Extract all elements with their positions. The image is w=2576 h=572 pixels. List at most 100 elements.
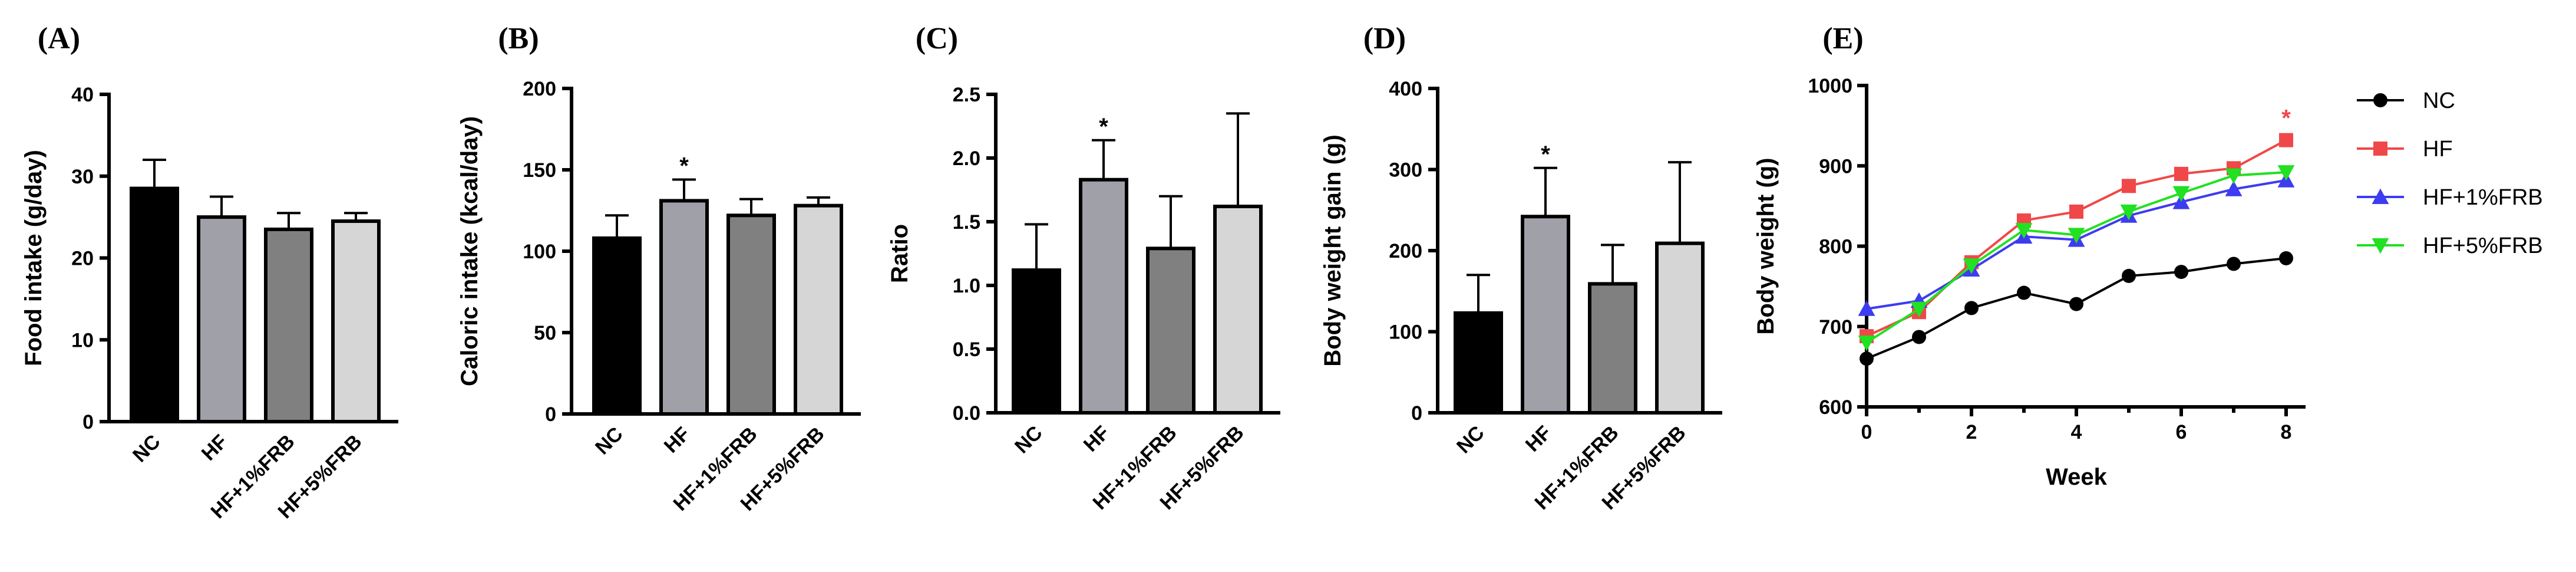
significance-star: * bbox=[2281, 106, 2291, 132]
y-axis-title: Body weight (g) bbox=[1753, 158, 1779, 335]
panel-c-ratio: (C)0.00.51.01.52.02.5RatioNC*HFHF+1%FRBH… bbox=[887, 22, 1280, 514]
y-axis-title: Ratio bbox=[887, 224, 913, 283]
bar-hf-1-frb bbox=[1588, 282, 1637, 415]
y-tick-label: 2.0 bbox=[953, 147, 980, 170]
bar-hf-5-frb bbox=[331, 219, 381, 423]
bar-hf-1-frb bbox=[264, 227, 313, 423]
category-label: NC bbox=[1010, 422, 1047, 458]
category-label: HF bbox=[1079, 422, 1114, 456]
marker-circle bbox=[1860, 351, 1874, 366]
marker-triangle-down bbox=[1910, 301, 1928, 318]
legend-label: HF bbox=[2423, 137, 2453, 162]
bar-hf bbox=[1079, 177, 1128, 415]
bar-hf-5-frb bbox=[1213, 205, 1263, 415]
x-tick-label: 6 bbox=[2176, 421, 2187, 443]
legend-item: HF+5%FRB bbox=[2357, 234, 2543, 258]
legend: NC HF HF+1%FRB HF+5%FRB bbox=[2357, 88, 2543, 258]
panel-label: (B) bbox=[498, 22, 539, 55]
y-tick-label: 800 bbox=[1819, 236, 1852, 258]
category-label: NC bbox=[591, 423, 628, 459]
y-tick-label: 0 bbox=[82, 411, 94, 433]
legend-label: NC bbox=[2423, 88, 2455, 113]
bar-hf bbox=[1521, 215, 1570, 415]
y-tick-label: 600 bbox=[1819, 396, 1852, 419]
marker-circle bbox=[2279, 251, 2293, 265]
category-label: NC bbox=[1452, 422, 1489, 458]
significance-star: * bbox=[679, 153, 689, 179]
bar-nc bbox=[1454, 311, 1503, 415]
marker-circle bbox=[1964, 301, 1979, 315]
bar-hf-1-frb bbox=[1146, 246, 1195, 415]
marker-triangle-down bbox=[2172, 186, 2190, 202]
marker-triangle-down bbox=[1963, 258, 1980, 274]
series-line bbox=[1865, 171, 2287, 344]
marker-square bbox=[2122, 179, 2136, 193]
y-tick-label: 1.5 bbox=[953, 211, 980, 234]
legend-label: HF+5%FRB bbox=[2423, 234, 2543, 258]
bar-hf-1-frb bbox=[726, 213, 776, 416]
legend-label: HF+1%FRB bbox=[2423, 185, 2543, 210]
series-nc bbox=[1860, 251, 2293, 366]
marker-circle bbox=[2069, 297, 2083, 311]
panel-label: (A) bbox=[38, 22, 80, 55]
panel-label: (C) bbox=[916, 22, 958, 55]
x-tick-label: 0 bbox=[1861, 421, 1872, 443]
series-hf-5-frb bbox=[1858, 165, 2295, 351]
legend-item: NC bbox=[2357, 88, 2455, 113]
y-tick-label: 100 bbox=[1389, 321, 1422, 344]
y-tick-label: 150 bbox=[523, 159, 556, 182]
bar-hf bbox=[197, 215, 246, 423]
series-hf-1-frb bbox=[1858, 172, 2295, 316]
y-tick-label: 300 bbox=[1389, 159, 1422, 182]
x-tick-label: 8 bbox=[2281, 421, 2292, 443]
y-tick-label: 700 bbox=[1819, 316, 1852, 338]
x-tick-label: 2 bbox=[1966, 421, 1977, 443]
y-tick-label: 200 bbox=[1389, 240, 1422, 262]
marker-triangle-up bbox=[2372, 188, 2389, 204]
marker-triangle-down bbox=[2225, 168, 2243, 184]
y-tick-label: 20 bbox=[71, 248, 94, 270]
marker-circle bbox=[2122, 268, 2136, 283]
y-tick-label: 100 bbox=[523, 241, 556, 263]
marker-circle bbox=[1912, 330, 1926, 344]
bar-nc bbox=[592, 236, 642, 416]
category-label: HF bbox=[1521, 422, 1556, 456]
y-tick-label: 10 bbox=[71, 329, 94, 351]
category-label: NC bbox=[128, 430, 165, 467]
y-axis-title: Food intake (g/day) bbox=[21, 150, 47, 366]
panel-b-caloric-intake: (B) 0 50 100 150 200 Caloric intake (kcal/day)… bbox=[457, 22, 861, 515]
marker-triangle-up bbox=[1858, 300, 1875, 316]
category-label: HF bbox=[197, 430, 232, 465]
panel-e-body-weight: (E) 600 700 800 900 1000 0 2 4 6 8 Week Body weight … bbox=[1753, 22, 2543, 490]
bar-hf bbox=[659, 199, 709, 416]
y-tick-label: 2.5 bbox=[953, 84, 980, 106]
legend-item: HF bbox=[2357, 137, 2453, 162]
marker-triangle-down bbox=[1858, 336, 1875, 351]
category-label: HF bbox=[660, 423, 695, 458]
bar-nc bbox=[1012, 268, 1061, 415]
y-axis-title: Body weight gain (g) bbox=[1320, 134, 1346, 366]
y-tick-label: 0 bbox=[1411, 402, 1422, 425]
marker-triangle-down bbox=[2372, 238, 2389, 254]
marker-triangle-down bbox=[2120, 204, 2138, 221]
panel-label: (D) bbox=[1363, 22, 1406, 55]
y-tick-label: 400 bbox=[1389, 78, 1422, 100]
marker-triangle-down bbox=[2015, 223, 2033, 239]
marker-triangle-down bbox=[2068, 228, 2085, 244]
panel-label: (E) bbox=[1822, 22, 1863, 55]
bar-nc bbox=[130, 186, 179, 423]
y-tick-label: 1.0 bbox=[953, 275, 980, 297]
marker-square bbox=[2069, 204, 2083, 219]
marker-square bbox=[2174, 166, 2188, 181]
marker-square bbox=[2373, 142, 2387, 156]
marker-circle bbox=[2227, 257, 2241, 271]
marker-triangle-down bbox=[2277, 165, 2295, 181]
y-tick-label: 200 bbox=[523, 78, 556, 100]
bar-hf-5-frb bbox=[1655, 241, 1705, 415]
marker-triangle-up bbox=[2225, 180, 2243, 196]
marker-square bbox=[2279, 133, 2293, 147]
y-tick-label: 900 bbox=[1819, 155, 1852, 177]
marker-circle bbox=[2017, 285, 2031, 300]
significance-star: * bbox=[1541, 142, 1550, 167]
